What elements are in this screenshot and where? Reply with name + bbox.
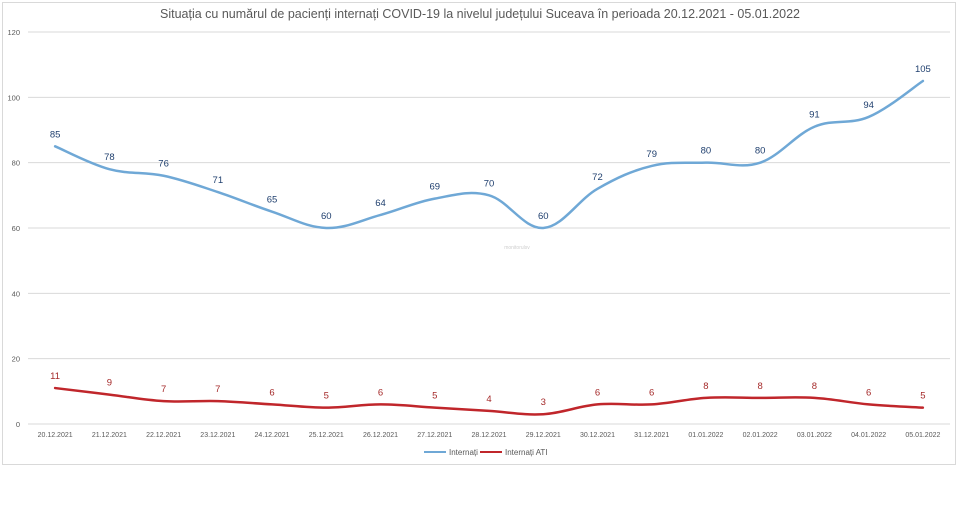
x-tick-label: 02.01.2022 xyxy=(743,432,778,439)
data-label-internati: 91 xyxy=(809,110,820,121)
data-label-internati: 72 xyxy=(592,172,603,183)
data-label-internati: 71 xyxy=(213,175,224,186)
legend-label-internati: Internați xyxy=(449,448,478,457)
data-label-internati-ati: 8 xyxy=(758,381,763,392)
data-label-internati: 85 xyxy=(50,129,61,140)
x-tick-label: 01.01.2022 xyxy=(688,432,723,439)
y-tick-label: 40 xyxy=(12,289,20,298)
data-label-internati: 80 xyxy=(755,146,766,157)
data-label-internati: 105 xyxy=(915,64,931,75)
y-axis: 0 20 40 60 80 100 120 xyxy=(7,28,20,429)
data-label-internati-ati: 9 xyxy=(107,378,112,389)
data-label-internati: 69 xyxy=(429,182,440,193)
series-line-internati xyxy=(53,79,925,230)
x-tick-label: 28.12.2021 xyxy=(471,432,506,439)
x-tick-label: 04.01.2022 xyxy=(851,432,886,439)
data-label-internati-ati: 4 xyxy=(486,394,491,405)
y-tick-label: 20 xyxy=(12,355,20,364)
x-tick-label: 29.12.2021 xyxy=(526,432,561,439)
data-label-internati-ati: 7 xyxy=(161,384,166,395)
data-label-internati-ati: 6 xyxy=(269,387,274,398)
watermark: monitorulsv xyxy=(504,245,530,251)
data-label-internati-ati: 5 xyxy=(432,391,437,402)
data-label-internati-ati: 8 xyxy=(812,381,817,392)
y-tick-label: 120 xyxy=(7,28,20,37)
x-tick-label: 23.12.2021 xyxy=(200,432,235,439)
x-tick-label: 21.12.2021 xyxy=(92,432,127,439)
data-label-internati-ati: 8 xyxy=(703,381,708,392)
data-label-internati: 80 xyxy=(701,146,712,157)
data-label-internati: 79 xyxy=(646,149,657,160)
x-tick-label: 31.12.2021 xyxy=(634,432,669,439)
data-label-internati: 60 xyxy=(321,211,332,222)
x-tick-label: 05.01.2022 xyxy=(905,432,940,439)
x-tick-label: 25.12.2021 xyxy=(309,432,344,439)
series-line-internati-ati xyxy=(53,386,925,416)
x-tick-label: 27.12.2021 xyxy=(417,432,452,439)
chart-frame xyxy=(2,2,956,465)
data-label-internati: 78 xyxy=(104,152,115,163)
x-tick-label: 30.12.2021 xyxy=(580,432,615,439)
data-label-internati: 70 xyxy=(484,178,495,189)
data-label-internati-ati: 6 xyxy=(378,387,383,398)
x-tick-label: 03.01.2022 xyxy=(797,432,832,439)
data-label-internati: 94 xyxy=(863,100,874,111)
data-label-internati-ati: 5 xyxy=(920,391,925,402)
y-tick-label: 0 xyxy=(16,420,20,429)
data-label-internati: 64 xyxy=(375,198,386,209)
y-tick-label: 80 xyxy=(12,159,20,168)
data-label-internati-ati: 3 xyxy=(541,397,546,408)
data-label-internati-ati: 6 xyxy=(866,387,871,398)
data-label-internati-ati: 11 xyxy=(50,371,60,382)
data-label-internati-ati: 6 xyxy=(649,387,654,398)
data-label-internati: 60 xyxy=(538,211,549,222)
x-tick-label: 22.12.2021 xyxy=(146,432,181,439)
x-tick-label: 20.12.2021 xyxy=(38,432,73,439)
chart-title: Situația cu numărul de pacienți internaț… xyxy=(160,7,800,21)
series-lines xyxy=(53,79,925,416)
x-axis: 20.12.2021 21.12.2021 22.12.2021 23.12.2021… xyxy=(38,432,941,439)
x-tick-label: 26.12.2021 xyxy=(363,432,398,439)
data-label-internati-ati: 6 xyxy=(595,387,600,398)
data-label-internati-ati: 7 xyxy=(215,384,220,395)
legend-label-internati-ati: Internați ATI xyxy=(505,448,548,457)
x-tick-label: 24.12.2021 xyxy=(255,432,290,439)
y-tick-label: 60 xyxy=(12,224,20,233)
data-label-internati: 76 xyxy=(158,159,169,170)
data-label-internati-ati: 5 xyxy=(324,391,329,402)
data-label-internati: 65 xyxy=(267,195,278,206)
legend: Internați Internați ATI xyxy=(424,448,548,457)
gridlines xyxy=(28,31,950,425)
y-tick-label: 100 xyxy=(7,93,20,102)
